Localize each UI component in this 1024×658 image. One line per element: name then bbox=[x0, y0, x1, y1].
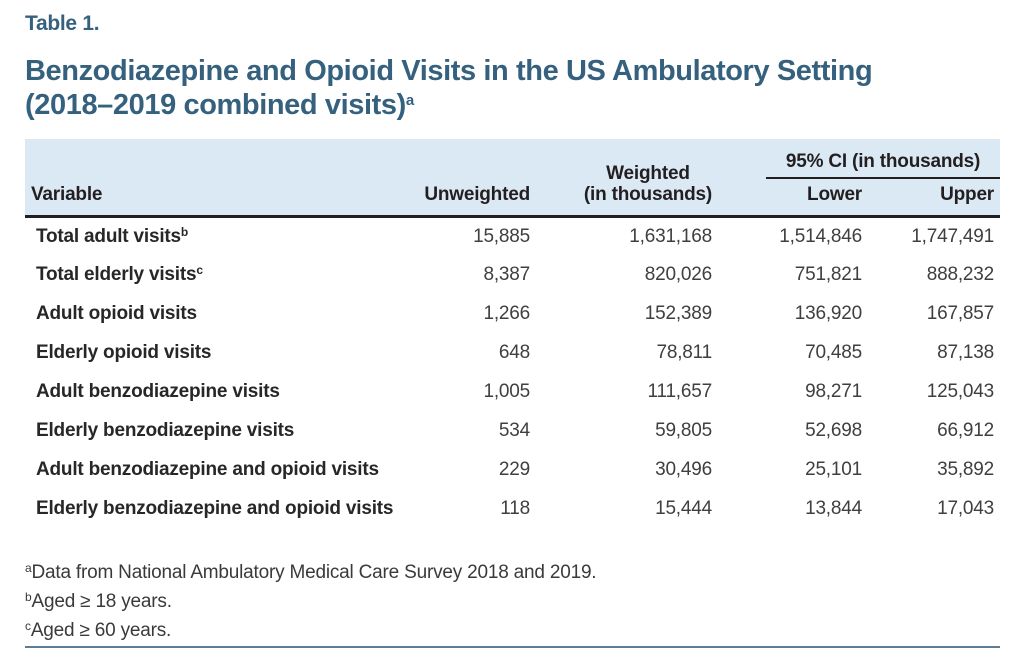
bottom-rule bbox=[25, 645, 1000, 648]
column-header-upper: Upper bbox=[868, 179, 1001, 217]
table-row: Elderly benzodiazepine and opioid visits… bbox=[25, 490, 1000, 529]
unweighted-value: 8,387 bbox=[483, 264, 530, 285]
unweighted-value: 1,266 bbox=[483, 303, 530, 324]
footnote-c-superscript: c bbox=[25, 618, 31, 633]
unweighted-value: 229 bbox=[498, 459, 530, 480]
table-title: Benzodiazepine and Opioid Visits in the … bbox=[25, 54, 1000, 127]
unweighted-value: 534 bbox=[498, 420, 530, 441]
footnote-c: cAged ≥ 60 years. bbox=[25, 617, 1000, 646]
header-row-ci: Lower Upper bbox=[25, 179, 1001, 217]
row-label: Adult benzodiazepine and opioid visits bbox=[25, 451, 405, 490]
table-number-label: Table 1. bbox=[25, 12, 100, 35]
footnote-a-text: Data from National Ambulatory Medical Ca… bbox=[31, 561, 597, 583]
table-title-superscript: a bbox=[405, 92, 414, 109]
row-label: Adult opioid visits bbox=[25, 295, 405, 334]
row-label-superscript: b bbox=[180, 224, 189, 239]
weighted-value: 111,657 bbox=[647, 381, 713, 402]
ci-lower-value: 98,271 bbox=[805, 381, 862, 402]
row-label-superscript: c bbox=[196, 263, 203, 277]
ci-lower-value: 13,844 bbox=[805, 498, 862, 519]
footnote-c-text: Aged ≥ 60 years. bbox=[30, 619, 172, 641]
table-row: Adult benzodiazepine visits 1,005 111,65… bbox=[25, 373, 1000, 412]
table-title-line2: (2018–2019 combined visits) bbox=[25, 89, 406, 121]
table-row: Adult opioid visits 1,266 152,389 136,92… bbox=[25, 295, 1000, 334]
unweighted-value: 15,885 bbox=[405, 215, 536, 256]
row-label-text: Elderly benzodiazepine and opioid visits bbox=[36, 498, 394, 519]
row-label-text: Elderly opioid visits bbox=[36, 342, 212, 363]
row-label-text: Adult benzodiazepine visits bbox=[36, 381, 280, 402]
ci-upper-value: 1,747,491 bbox=[868, 215, 1001, 256]
weighted-value: 152,389 bbox=[644, 303, 712, 324]
ci-lower-value: 25,101 bbox=[805, 459, 862, 480]
table-row: Total adult visitsb 15,885 1,631,168 1,5… bbox=[25, 215, 1001, 256]
header-row-group: Variable Unweighted Weighted (in thousand… bbox=[25, 139, 1001, 217]
row-label: Adult benzodiazepine visits bbox=[25, 373, 405, 412]
row-label: Elderly benzodiazepine visits bbox=[25, 412, 405, 451]
row-label-text: Adult benzodiazepine and opioid visits bbox=[36, 459, 379, 480]
weighted-value: 15,444 bbox=[655, 498, 712, 519]
row-label: Total adult visitsb bbox=[25, 215, 405, 256]
row-label-text: Adult opioid visits bbox=[36, 303, 197, 324]
data-table: Variable Unweighted Weighted (in thousand… bbox=[25, 139, 1001, 529]
row-label-text: Elderly benzodiazepine visits bbox=[36, 420, 295, 441]
table-header: Variable Unweighted Weighted (in thousand… bbox=[25, 139, 1001, 217]
row-label: Elderly opioid visits bbox=[25, 334, 405, 373]
weighted-value: 1,631,168 bbox=[536, 215, 718, 256]
table-title-line1: Benzodiazepine and Opioid Visits in the … bbox=[25, 55, 873, 87]
unweighted-value: 1,005 bbox=[483, 381, 530, 402]
footnote-a: aData from National Ambulatory Medical C… bbox=[25, 559, 1000, 588]
ci-upper-value: 87,138 bbox=[937, 342, 995, 363]
table-row: Elderly opioid visits 648 78,811 70,485 … bbox=[25, 334, 1000, 373]
column-header-unweighted: Unweighted bbox=[405, 139, 536, 217]
footnote-b: bAged ≥ 18 years. bbox=[25, 588, 1000, 617]
weighted-value: 820,026 bbox=[644, 264, 712, 285]
column-header-variable: Variable bbox=[25, 139, 405, 217]
ci-upper-value: 125,043 bbox=[926, 381, 995, 402]
ci-upper-value: 66,912 bbox=[937, 420, 995, 441]
column-header-weighted-line2: (in thousands) bbox=[583, 184, 712, 205]
row-label: Elderly benzodiazepine and opioid visits bbox=[25, 490, 405, 529]
ci-upper-value: 35,892 bbox=[937, 459, 995, 480]
weighted-value: 78,811 bbox=[656, 342, 712, 363]
ci-lower-value: 136,920 bbox=[794, 303, 862, 324]
ci-upper-value: 888,232 bbox=[926, 264, 995, 285]
footnote-b-superscript: b bbox=[25, 589, 32, 604]
ci-upper-value: 17,043 bbox=[937, 498, 995, 519]
row-label: Total elderly visitsc bbox=[25, 256, 405, 295]
row-label-text: Total adult visits bbox=[36, 225, 181, 247]
column-header-weighted: Weighted (in thousands) bbox=[536, 139, 718, 217]
ci-lower-value: 751,821 bbox=[794, 264, 862, 285]
footnotes: aData from National Ambulatory Medical C… bbox=[25, 559, 1000, 646]
footnote-a-superscript: a bbox=[25, 560, 32, 575]
ci-lower-value: 70,485 bbox=[805, 342, 862, 363]
ci-lower-value: 1,514,846 bbox=[718, 215, 868, 256]
ci-upper-value: 167,857 bbox=[926, 303, 995, 324]
table-body: Total adult visitsb 15,885 1,631,168 1,5… bbox=[25, 215, 1001, 529]
unweighted-value: 648 bbox=[498, 342, 530, 363]
row-label-text: Total elderly visits bbox=[36, 264, 197, 285]
ci-group-label: 95% CI (in thousands) bbox=[766, 151, 1001, 179]
column-header-lower: Lower bbox=[718, 179, 868, 217]
footnote-b-text: Aged ≥ 18 years. bbox=[31, 590, 172, 612]
column-header-weighted-line1: Weighted bbox=[606, 163, 690, 184]
weighted-value: 59,805 bbox=[655, 420, 712, 441]
table-row: Total elderly visitsc 8,387 820,026 751,… bbox=[25, 256, 1000, 295]
table-row: Elderly benzodiazepine visits 534 59,805… bbox=[25, 412, 1000, 451]
unweighted-value: 118 bbox=[500, 498, 530, 519]
weighted-value: 30,496 bbox=[655, 459, 712, 480]
table-row: Adult benzodiazepine and opioid visits 2… bbox=[25, 451, 1000, 490]
ci-lower-value: 52,698 bbox=[805, 420, 862, 441]
column-header-ci-group: 95% CI (in thousands) bbox=[718, 139, 1001, 179]
